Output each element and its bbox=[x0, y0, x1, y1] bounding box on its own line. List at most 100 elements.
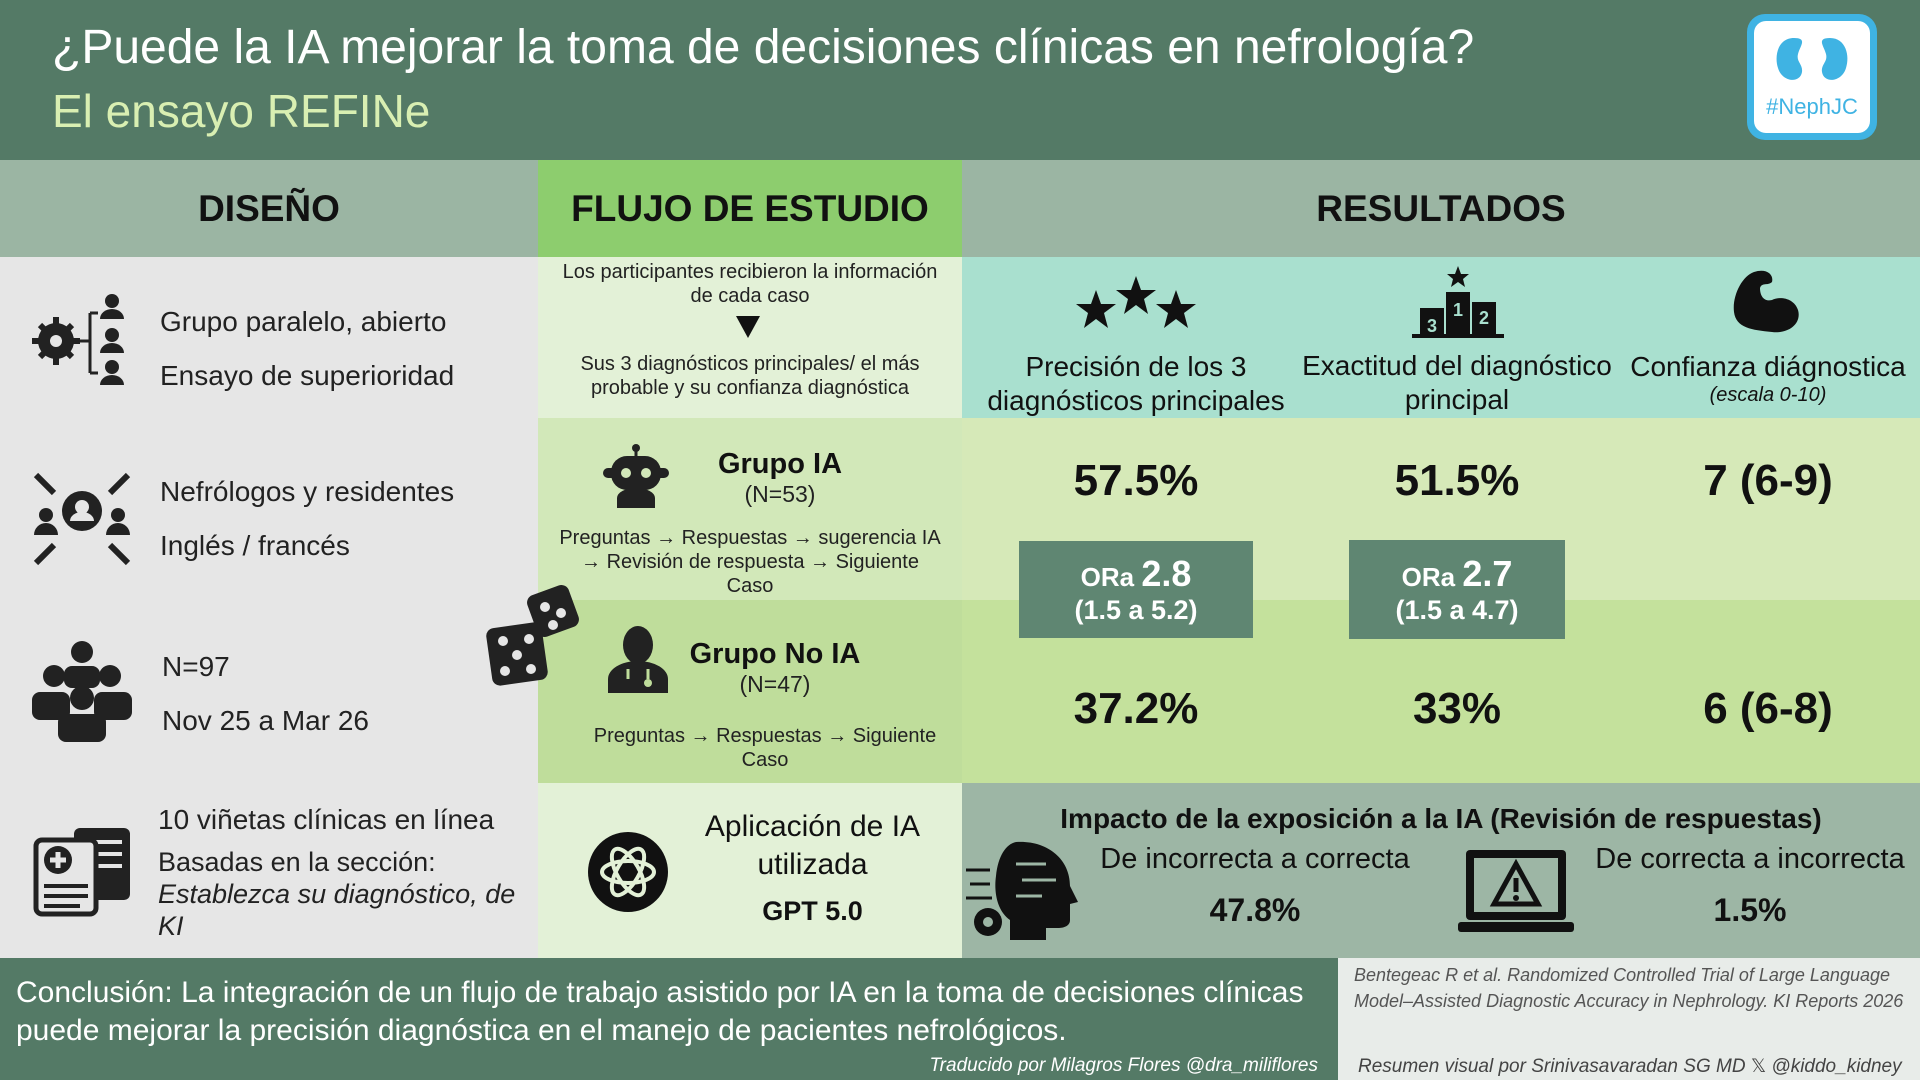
group-n: (N=53) bbox=[744, 481, 816, 507]
icon-shape bbox=[626, 669, 650, 679]
group-name: Grupo IA bbox=[717, 448, 843, 480]
icon-shape bbox=[995, 841, 1078, 940]
icon-shape: 3 bbox=[1427, 316, 1437, 336]
icon-muscle bbox=[1733, 270, 1799, 333]
icon-shape bbox=[107, 542, 131, 566]
icon-shape bbox=[1458, 922, 1574, 932]
icon-shape bbox=[107, 472, 131, 496]
icon-shape bbox=[498, 636, 508, 646]
ai-value: 51.5% bbox=[1394, 456, 1520, 505]
icon-shape bbox=[105, 328, 119, 342]
icon-shape bbox=[621, 468, 631, 478]
icon-shape bbox=[50, 852, 66, 868]
no-ai-value: 37.2% bbox=[1073, 684, 1199, 733]
odds-box: ORa 2.8 (1.5 a 5.2) bbox=[1019, 541, 1253, 638]
icon-robot bbox=[603, 444, 669, 508]
odds-main: ORa 2.7 bbox=[1402, 553, 1513, 595]
icon-shape bbox=[527, 585, 579, 637]
icon-shape bbox=[94, 692, 132, 720]
header bbox=[0, 0, 1920, 160]
design-line: 10 viñetas clínicas en línea bbox=[158, 804, 495, 835]
impact-label: De incorrecta a correcta bbox=[1100, 843, 1410, 875]
ai-value: 57.5% bbox=[1073, 456, 1199, 505]
metric-note: (escala 0-10) bbox=[1709, 384, 1827, 406]
design-item: Grupo paralelo, abierto Ensayo de superi… bbox=[160, 295, 454, 403]
icon-shape bbox=[64, 666, 100, 688]
group-name: Grupo No IA bbox=[689, 638, 861, 670]
design-emphasis: Establezca su diagnóstico, de KI bbox=[158, 879, 516, 941]
design-item: Nefrólogos y residentes Inglés / francés bbox=[160, 465, 454, 573]
no-ai-value: 33% bbox=[1412, 684, 1502, 733]
icon-shape bbox=[71, 641, 93, 663]
icon-shape bbox=[1776, 38, 1803, 80]
icon-shape bbox=[44, 884, 88, 908]
icon-shape bbox=[1447, 266, 1469, 287]
icon-shape bbox=[58, 714, 106, 742]
icon-laptop-warning bbox=[1458, 850, 1574, 932]
design-line: Nov 25 a Mar 26 bbox=[162, 705, 369, 736]
app-label: Aplicación de IA utilizada bbox=[704, 810, 921, 881]
icon-shape bbox=[540, 602, 550, 612]
icon-shape: 31 2 bbox=[1427, 300, 1489, 336]
icon-shape bbox=[736, 316, 760, 338]
icon-design bbox=[32, 294, 124, 385]
icon-shape bbox=[1412, 334, 1504, 338]
footer-right bbox=[1338, 958, 1920, 1080]
icon-shape bbox=[623, 626, 653, 664]
icon-shape bbox=[32, 641, 132, 742]
icon-shape bbox=[603, 468, 669, 478]
design-item: 10 viñetas clínicas en línea Basadas en … bbox=[158, 804, 528, 942]
impact-item: De incorrecta a correcta 47.8% bbox=[1085, 843, 1425, 929]
design-item: N=97 Nov 25 a Mar 26 bbox=[162, 640, 369, 748]
icon-shape bbox=[1016, 862, 1056, 898]
flow-bg bbox=[538, 418, 962, 600]
icon-shape bbox=[105, 294, 119, 308]
icon-shape bbox=[100, 343, 124, 353]
icon-shape bbox=[105, 360, 119, 374]
icon-participants bbox=[33, 472, 131, 566]
icon-ai-head bbox=[966, 841, 1078, 940]
column-header: FLUJO DE ESTUDIO bbox=[538, 160, 962, 257]
design-line: Basadas en la sección: bbox=[158, 847, 436, 877]
metric-title: Precisión de los 3 diagnósticos principa… bbox=[987, 351, 1285, 416]
icon-shape bbox=[1733, 270, 1799, 333]
icon-shape bbox=[100, 375, 124, 385]
column-header: DISEÑO bbox=[0, 160, 538, 257]
icon-shape bbox=[33, 472, 131, 566]
icon-shape bbox=[1116, 276, 1156, 314]
impact-label: De correcta a incorrecta bbox=[1595, 843, 1905, 875]
odds-ci: (1.5 a 4.7) bbox=[1395, 595, 1519, 625]
icon-shape bbox=[1076, 290, 1116, 328]
group-steps: Preguntas → Respuestas → sugerencia IA →… bbox=[559, 527, 941, 597]
icon-podium: 31 2 bbox=[1412, 266, 1504, 338]
logo-inner: #NephJC bbox=[1754, 21, 1870, 133]
icon-vignettes bbox=[33, 828, 130, 917]
flow-bg bbox=[538, 257, 962, 418]
odds-ci: (1.5 a 5.2) bbox=[1074, 595, 1198, 625]
group-n: (N=47) bbox=[739, 671, 811, 697]
icon-shape bbox=[94, 840, 122, 868]
icon-shape bbox=[1472, 302, 1496, 336]
design-line: Ensayo de superioridad bbox=[160, 360, 455, 391]
no-ai-value: 6 (6-8) bbox=[1703, 684, 1833, 733]
icon-shape bbox=[1446, 292, 1470, 336]
icon-shape bbox=[540, 602, 566, 630]
results-bg bbox=[962, 783, 1920, 958]
icon-stars bbox=[1076, 276, 1196, 328]
metric: Confianza diágnostica (escala 0-10) bbox=[1618, 350, 1918, 407]
icon-shape bbox=[617, 488, 655, 508]
icon-population bbox=[32, 641, 132, 742]
ai-value: 7 (6-9) bbox=[1703, 456, 1833, 505]
column-header: RESULTADOS bbox=[962, 160, 1920, 257]
group-steps: Preguntas → Respuestas → Siguiente Caso bbox=[593, 725, 937, 771]
icon-shape bbox=[106, 523, 130, 535]
impact-item: De correcta a incorrecta 1.5% bbox=[1580, 843, 1920, 929]
odds-main: ORa 2.8 bbox=[1081, 553, 1192, 595]
design-line: N=97 bbox=[162, 651, 230, 682]
icon-shape bbox=[966, 868, 992, 900]
odds-box: ORa 2.7 (1.5 a 4.7) bbox=[1349, 540, 1565, 639]
icon-doctor bbox=[608, 626, 668, 693]
icon-shape bbox=[641, 468, 651, 478]
impact-value: 47.8% bbox=[1209, 892, 1301, 928]
